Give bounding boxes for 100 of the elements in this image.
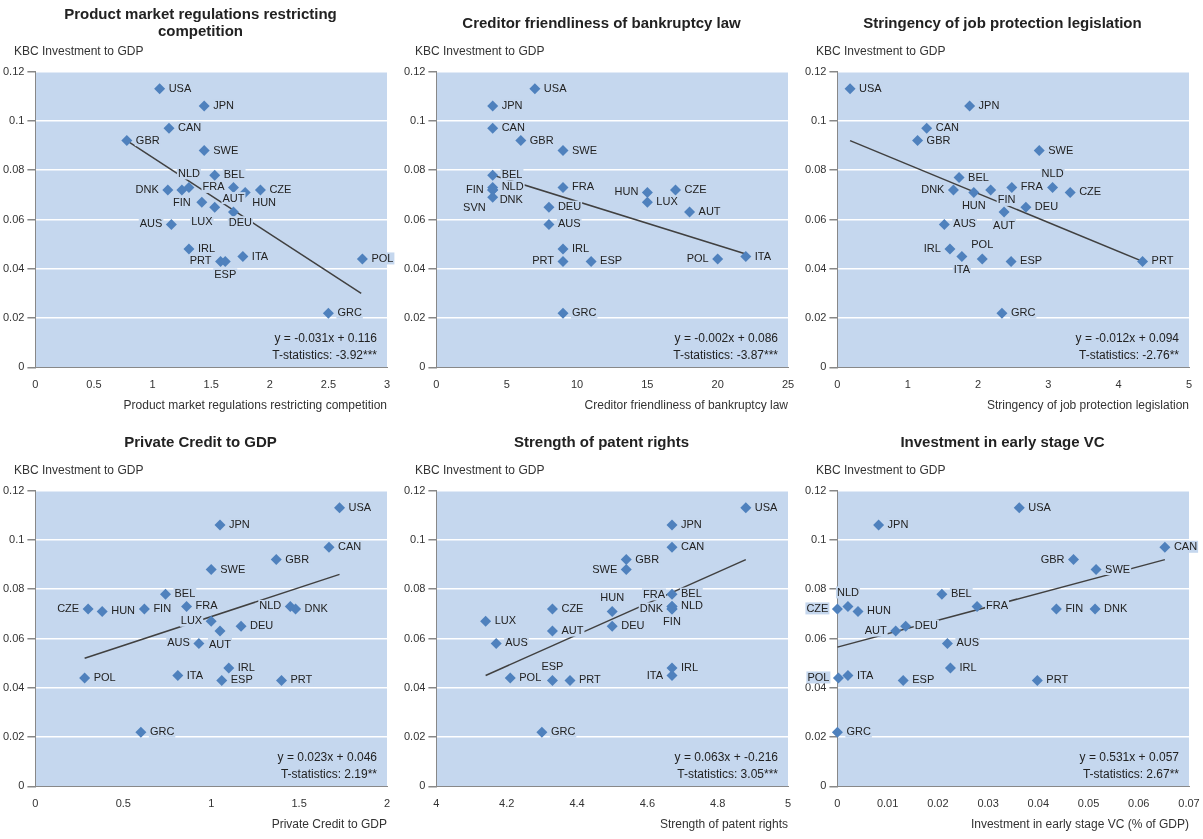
data-label: DNK [639,601,664,614]
y-axis-title: KBC Investment to GDP [414,44,546,60]
x-tick-label: 0.03 [977,797,999,810]
data-label: PRT [1046,673,1069,686]
data-label: JPN [680,518,702,531]
data-label: GBR [1040,552,1065,565]
x-tick-label: 1 [208,797,215,810]
data-label: IRL [959,661,977,674]
y-axis-title: KBC Investment to GDP [13,44,145,60]
data-label: IRL [680,661,699,674]
data-label: JPN [501,99,523,112]
y-tick-label: 0.06 [804,212,827,225]
data-label: ESP [912,673,935,686]
data-label: SWE [571,143,598,156]
y-tick-label: 0.02 [804,730,827,743]
chart-title: Investment in early stage VC [899,431,1106,452]
y-tick-label: 0.1 [9,532,25,545]
data-label: ITA [646,668,664,681]
data-label: AUS [953,217,976,230]
y-tick-label: 0.12 [2,64,25,77]
data-label: JPN [228,518,250,531]
x-axis-title: Investment in early stage VC (% of GDP) [970,817,1189,832]
x-tick-label: 0.05 [1077,797,1100,810]
data-label: SWE [220,562,246,575]
chart-title: Strength of patent rights [513,431,690,452]
data-label: JPN [213,99,235,112]
data-label: IRL [923,242,941,255]
data-label: LUX [180,614,203,627]
data-label: BEL [223,168,245,181]
y-tick-label: 0.04 [2,680,25,693]
data-label: NLD [501,180,524,193]
data-label: FRA [571,180,595,193]
y-axis-title: KBC Investment to GDP [414,463,546,479]
data-label: HUN [600,590,625,603]
x-tick-label: 2 [266,378,273,391]
annotation: y = -0.012x + 0.094 [1075,330,1180,345]
data-label: DEU [250,619,274,632]
data-label: FIN [663,615,681,628]
x-tick-label: 0.04 [1027,797,1050,810]
x-tick-label: 10 [570,378,584,391]
x-tick-label: 0 [32,378,39,391]
y-tick-label: 0 [820,360,827,373]
data-label: ESP [600,254,623,267]
data-label: DNK [921,182,946,195]
y-tick-label: 0.1 [811,113,827,126]
x-tick-label: 1 [904,378,911,391]
x-tick-label: 1.5 [291,797,307,810]
y-axis-title: KBC Investment to GDP [815,463,947,479]
chart-title: Stringency of job protection legislation [862,12,1143,33]
data-label: ESP [230,673,253,686]
y-tick-label: 0.02 [403,730,426,743]
data-label: IRL [571,242,590,255]
x-tick-label: 0.07 [1178,797,1200,810]
y-tick-label: 0.12 [403,64,426,77]
data-label: PRT [579,673,602,686]
data-label: POL [686,251,709,264]
data-label: SVN [463,200,486,213]
data-label: CAN [680,540,705,553]
annotation: T-statistics: 2.19** [280,766,378,781]
x-axis-title: Strength of patent rights [659,817,788,832]
data-label: FRA [986,599,1009,612]
data-label: ITA [856,668,874,681]
data-label: GBR [529,133,554,146]
data-label: JPN [887,518,909,531]
data-label: PRT [1151,254,1174,267]
y-tick-label: 0.06 [804,631,827,644]
data-label: CAN [337,540,362,553]
data-label: CZE [1079,185,1102,198]
data-label: AUS [557,217,581,230]
data-label: POL [371,251,394,264]
x-axis-title: Product market regulations restricting competition [123,398,387,413]
x-tick-label: 4 [433,797,440,810]
data-label: FRA [642,587,666,600]
data-label: BEL [501,168,523,181]
data-label: ESP [214,267,237,280]
data-label: GBR [285,552,310,565]
y-axis-title: KBC Investment to GDP [815,44,947,60]
y-tick-label: 0.1 [811,532,827,545]
data-label: AUT [222,191,245,204]
x-tick-label: 1 [149,378,156,391]
data-label: AUT [208,637,232,650]
data-label: SWE [592,562,618,575]
x-tick-label: 15 [641,378,654,391]
data-label: ITA [953,263,971,276]
data-label: GBR [135,133,160,146]
data-label: POL [93,670,116,683]
x-axis-title: Stringency of job protection legislation [986,398,1189,413]
data-label: CZE [684,182,707,195]
data-label: HUN [252,195,277,208]
x-tick-label: 5 [1185,378,1193,391]
data-label: SWE [1105,562,1131,575]
data-label: GRC [846,725,871,738]
data-label: NLD [177,166,200,179]
data-label: NLD [836,585,860,598]
data-label: LUX [191,214,214,227]
y-tick-label: 0.02 [2,730,25,743]
data-label: FIN [465,182,484,195]
y-tick-label: 0.02 [804,311,827,324]
annotation: y = 0.531x + 0.057 [1079,749,1180,764]
data-label: USA [859,81,883,94]
